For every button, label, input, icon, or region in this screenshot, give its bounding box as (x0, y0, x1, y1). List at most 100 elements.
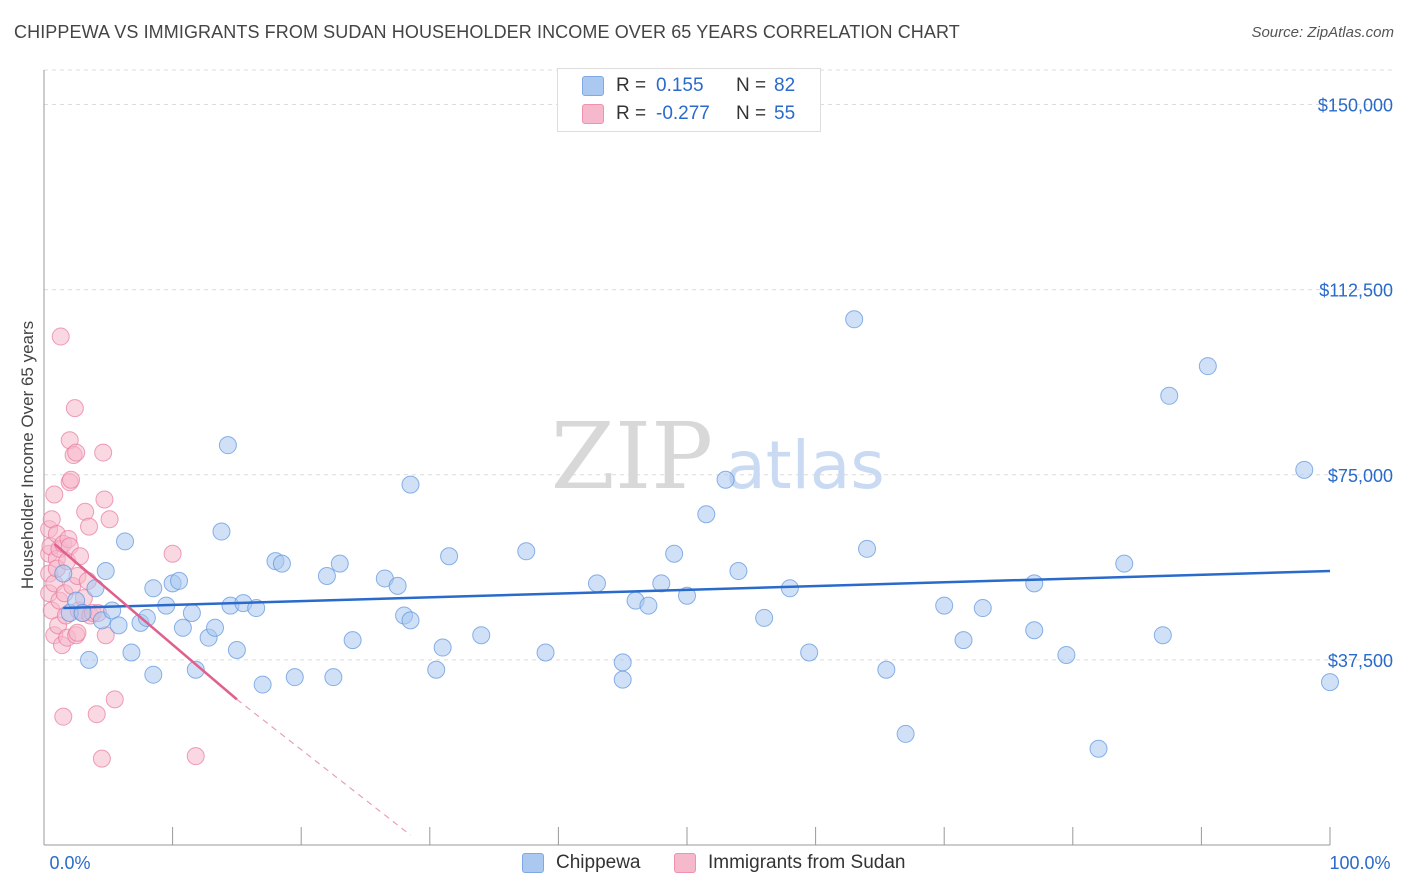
legend-swatch-chippewa (522, 853, 544, 873)
point-chippewa (401, 611, 420, 630)
legend-r-label: R = (616, 75, 647, 96)
point-chippewa (253, 675, 272, 694)
point-immigrants-from-sudan (76, 502, 95, 521)
point-immigrants-from-sudan (68, 623, 87, 642)
point-chippewa (227, 641, 246, 660)
point-chippewa (1025, 621, 1044, 640)
point-chippewa (1295, 460, 1314, 479)
point-chippewa (665, 544, 684, 563)
legend-item-chippewa: Chippewa (522, 852, 641, 874)
point-chippewa (1115, 554, 1134, 573)
point-chippewa (144, 579, 163, 598)
x-tick-label-min: 0.0% (49, 853, 90, 873)
trend-lines (53, 542, 1331, 836)
point-chippewa (317, 566, 336, 585)
watermark-atlas: atlas (725, 427, 885, 504)
point-chippewa (401, 475, 420, 494)
point-immigrants-from-sudan (51, 327, 70, 346)
trend-line-chippewa (63, 569, 1331, 610)
point-chippewa (536, 643, 555, 662)
legend-item-sudan: Immigrants from Sudan (674, 852, 905, 874)
point-chippewa (122, 643, 141, 662)
point-immigrants-from-sudan (94, 443, 113, 462)
legend-n-value: 55 (774, 103, 796, 124)
point-immigrants-from-sudan (62, 470, 81, 489)
point-chippewa (755, 608, 774, 627)
point-chippewa (54, 564, 73, 583)
y-tick-label: $37,500 (1328, 651, 1393, 671)
point-chippewa (517, 542, 536, 561)
point-immigrants-from-sudan (80, 517, 99, 536)
correlation-legend: R = 0.155 N = 82 R = -0.277 N = 55 (557, 68, 821, 132)
point-immigrants-from-sudan (92, 749, 111, 768)
legend-row-sudan: R = -0.277 N = 55 (582, 101, 795, 127)
point-chippewa (1198, 357, 1217, 376)
point-chippewa (845, 310, 864, 329)
legend-row-chippewa: R = 0.155 N = 82 (582, 73, 795, 99)
y-tick-labels: $37,500 $75,000 $112,500 $150,000 (1318, 96, 1393, 671)
point-immigrants-from-sudan (95, 490, 114, 509)
point-chippewa (935, 596, 954, 615)
point-chippewa (954, 631, 973, 650)
y-tick-label: $75,000 (1328, 466, 1393, 486)
point-chippewa (440, 547, 459, 566)
point-chippewa (247, 599, 266, 618)
point-chippewa (324, 668, 343, 687)
point-chippewa (800, 643, 819, 662)
source-label: Source: ZipAtlas.com (1251, 24, 1394, 41)
point-chippewa (1153, 626, 1172, 645)
point-chippewa (780, 579, 799, 598)
legend-swatch-sudan (674, 853, 696, 873)
point-immigrants-from-sudan (163, 544, 182, 563)
point-chippewa (896, 724, 915, 743)
legend-label-chippewa: Chippewa (556, 852, 641, 873)
point-chippewa (877, 660, 896, 679)
point-chippewa (1057, 645, 1076, 664)
point-chippewa (116, 532, 135, 551)
point-immigrants-from-sudan (186, 747, 205, 766)
point-chippewa (218, 436, 237, 455)
chart-title: CHIPPEWA VS IMMIGRANTS FROM SUDAN HOUSEH… (14, 22, 960, 42)
legend-r-value: -0.277 (656, 103, 710, 124)
point-chippewa (170, 571, 189, 590)
y-tick-label: $112,500 (1319, 281, 1393, 301)
point-chippewa (427, 660, 446, 679)
point-chippewa (613, 670, 632, 689)
point-chippewa (206, 618, 225, 637)
legend-swatch-chippewa (582, 76, 604, 96)
series-legend: Chippewa Immigrants from Sudan (0, 852, 1406, 878)
legend-r-value: 0.155 (656, 75, 704, 96)
point-chippewa (652, 574, 671, 593)
point-chippewa (212, 522, 231, 541)
trend-line-extension-immigrants-from-sudan (236, 698, 411, 836)
point-chippewa (388, 576, 407, 595)
point-chippewa (587, 574, 606, 593)
point-chippewa (330, 554, 349, 573)
point-immigrants-from-sudan (105, 690, 124, 709)
point-immigrants-from-sudan (54, 707, 73, 726)
point-chippewa (716, 470, 735, 489)
point-chippewa (697, 505, 716, 524)
point-chippewa (1160, 386, 1179, 405)
point-chippewa (80, 650, 99, 669)
point-chippewa (1089, 739, 1108, 758)
legend-r-label: R = (616, 103, 647, 124)
point-chippewa (343, 631, 362, 650)
point-chippewa (109, 616, 128, 635)
point-chippewa (285, 668, 304, 687)
x-tick-label-max: 100.0% (1329, 853, 1390, 873)
point-chippewa (272, 554, 291, 573)
point-immigrants-from-sudan (67, 443, 86, 462)
point-chippewa (144, 665, 163, 684)
point-chippewa (729, 562, 748, 581)
legend-n-label: N = (736, 103, 767, 124)
point-chippewa (639, 596, 658, 615)
legend-label-sudan: Immigrants from Sudan (708, 852, 906, 873)
point-immigrants-from-sudan (100, 510, 119, 529)
trend-line-immigrants-from-sudan (53, 542, 238, 701)
point-immigrants-from-sudan (87, 705, 106, 724)
point-chippewa (137, 608, 156, 627)
point-chippewa (182, 603, 201, 622)
watermark: ZIP atlas (551, 403, 885, 510)
point-chippewa (1321, 673, 1339, 692)
